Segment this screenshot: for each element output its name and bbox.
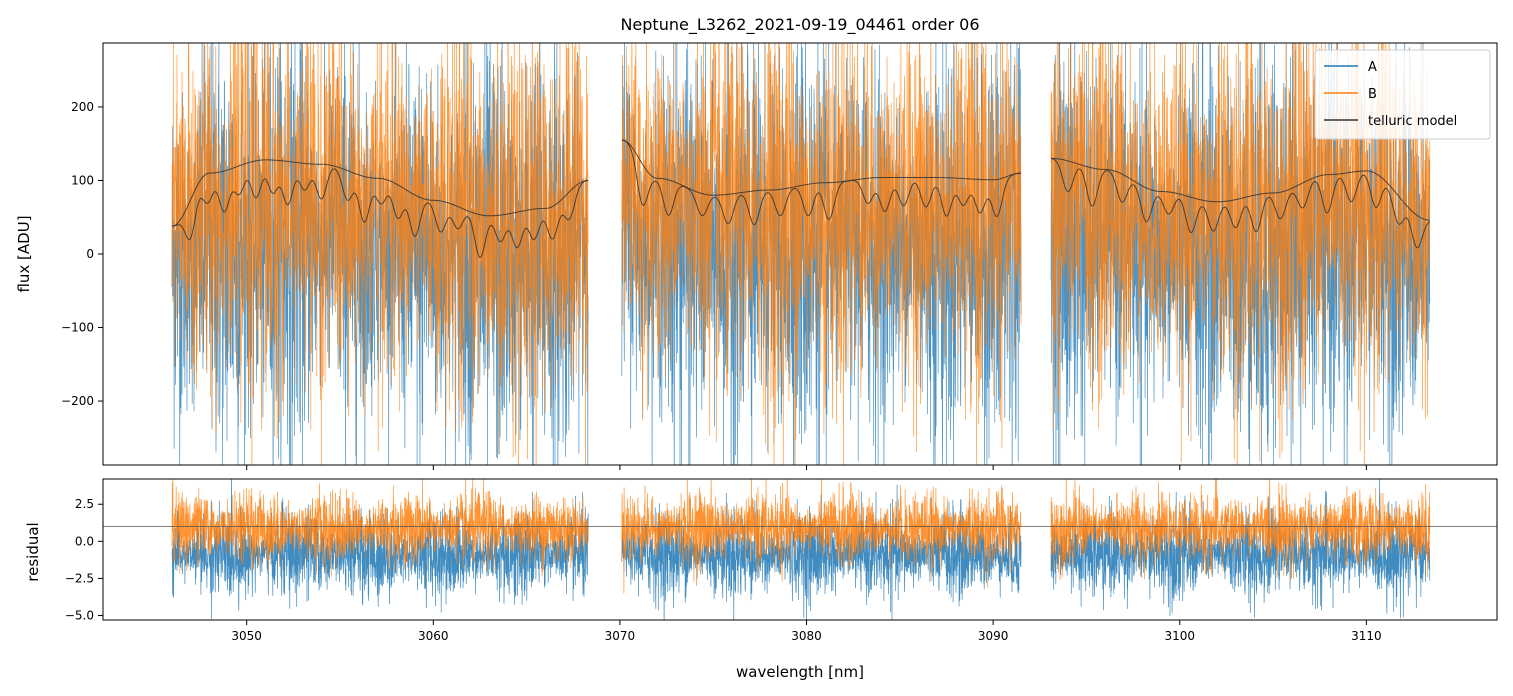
flux-ytick-label: 200 — [71, 100, 94, 114]
residual-ytick-label: 0.0 — [75, 534, 94, 548]
chart-title: Neptune_L3262_2021-09-19_04461 order 06 — [620, 15, 979, 35]
legend-label-telluric: telluric model — [1368, 114, 1457, 129]
legend-label-b: B — [1368, 87, 1377, 102]
residual-panel-frame — [102, 478, 1498, 621]
flux-ytick-label: −100 — [61, 321, 94, 335]
residual-ytick-label: −5.0 — [65, 609, 94, 623]
legend: A B telluric model — [1314, 49, 1491, 140]
wavelength-xtick-label: 3080 — [791, 629, 822, 643]
wavelength-xtick-label: 3070 — [605, 629, 636, 643]
wavelength-xtick-label: 3100 — [1164, 629, 1195, 643]
wavelength-xtick-label: 3060 — [418, 629, 449, 643]
flux-axis-label: flux [ADU] — [15, 215, 33, 292]
wavelength-axis-label: wavelength [nm] — [736, 663, 864, 681]
flux-ytick-label: −200 — [61, 394, 94, 408]
wavelength-xtick-label: 3090 — [978, 629, 1009, 643]
wavelength-xtick-label: 3110 — [1351, 629, 1382, 643]
flux-ytick-label: 0 — [86, 247, 94, 261]
legend-box — [1314, 49, 1491, 140]
wavelength-xtick-label: 3050 — [231, 629, 262, 643]
telluric-model-line — [172, 139, 1431, 258]
telluric-continuum-line — [171, 139, 1430, 227]
residual-ytick-label: 2.5 — [75, 497, 94, 511]
residual-axis-label: residual — [24, 522, 42, 581]
residual-ytick-label: −2.5 — [65, 571, 94, 585]
legend-label-a: A — [1368, 60, 1377, 75]
flux-ytick-label: 100 — [71, 173, 94, 187]
series-b-flux-line — [171, 43, 1431, 465]
flux-panel: −200 −100 0 100 200 flux [ADU] A B telluric … — [15, 42, 1498, 470]
residual-panel: −5.0 −2.5 0.0 2.5 3050 3060 3070 3080 3090 3100 3… — [24, 478, 1498, 681]
